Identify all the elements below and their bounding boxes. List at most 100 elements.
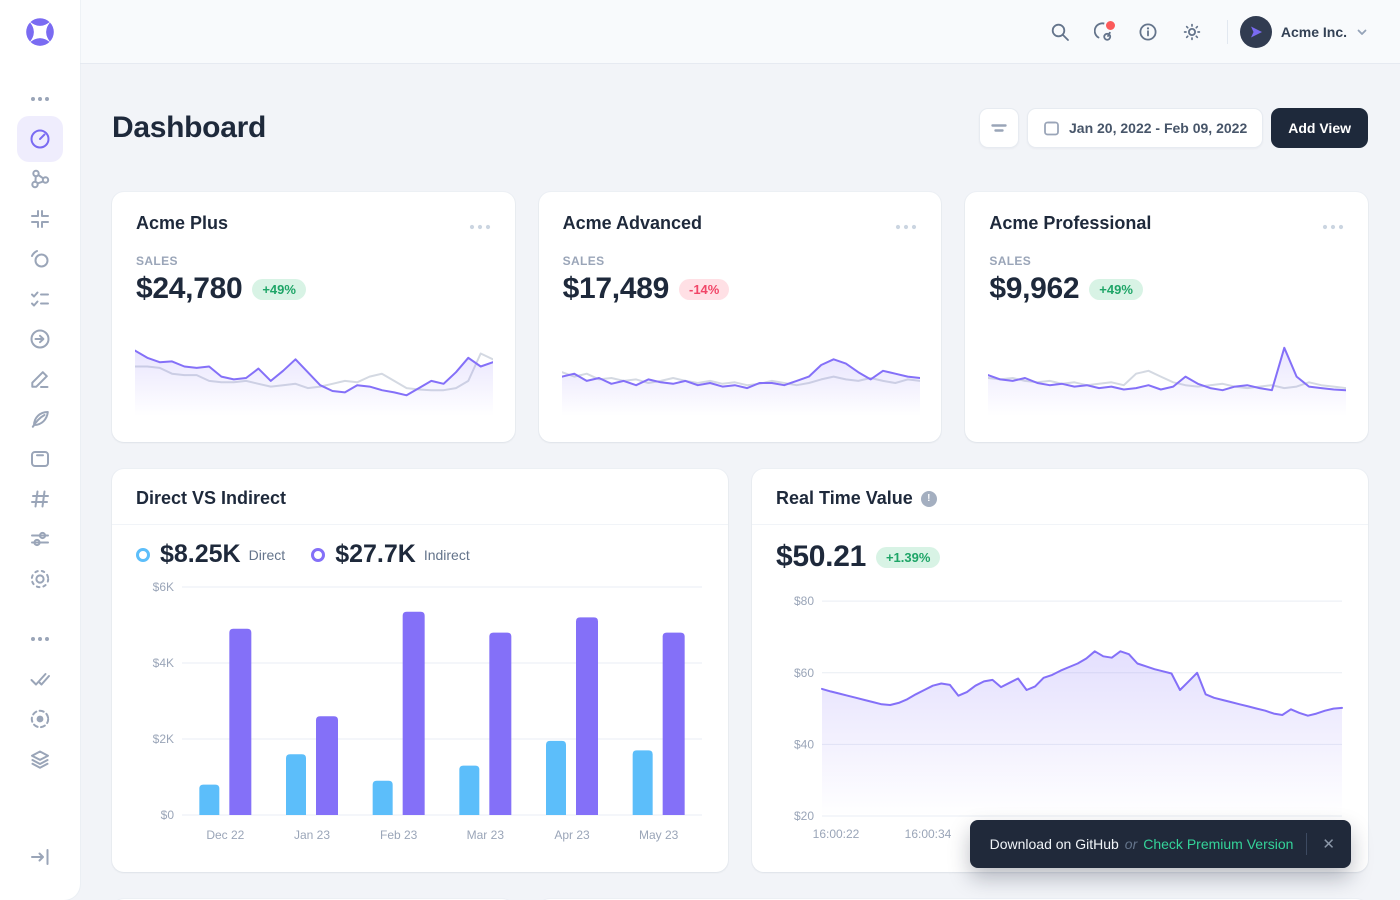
sidebar-expand[interactable]	[28, 845, 52, 874]
dashboard-gauge-icon	[30, 129, 50, 149]
app-logo[interactable]	[23, 15, 57, 49]
light-mode-button[interactable]	[1175, 15, 1209, 49]
checklist-icon	[31, 291, 49, 307]
svg-text:Dec 22: Dec 22	[206, 828, 244, 842]
realtime-delta-badge: +1.39%	[875, 546, 941, 568]
sidebar-item-more-top[interactable]	[16, 79, 64, 119]
corner-brackets-icon	[31, 210, 49, 228]
card-title: Direct VS Indirect	[136, 488, 287, 509]
stat-card-acme-advanced: Acme Advanced SALES $17,489 -14%	[538, 192, 942, 443]
arrow-in-circle-icon	[30, 329, 50, 349]
svg-text:$6K: $6K	[153, 580, 174, 594]
chat-button[interactable]	[1087, 15, 1121, 49]
svg-text:Apr 23: Apr 23	[554, 828, 590, 842]
svg-text:16:00:22: 16:00:22	[813, 827, 860, 841]
card-menu-button[interactable]	[1322, 213, 1344, 239]
card-menu-button[interactable]	[895, 213, 917, 239]
promo-toast: Download on GitHub or Check Premium Vers…	[969, 820, 1351, 868]
filter-icon	[991, 124, 1007, 132]
metric-label: SALES	[989, 254, 1032, 269]
sidebar-item-edit[interactable]	[16, 359, 64, 399]
toast-or: or	[1124, 836, 1138, 852]
header-divider	[1226, 19, 1228, 44]
indirect-label: Indirect	[423, 546, 470, 563]
sales-value: $17,489	[562, 272, 670, 306]
stat-card-acme-professional: Acme Professional SALES $9,962 +49%	[965, 192, 1368, 443]
sidebar-item-card[interactable]	[16, 439, 64, 479]
card-icon	[31, 451, 49, 467]
toast-divider	[1306, 833, 1308, 855]
svg-text:Mar 23: Mar 23	[467, 828, 505, 842]
info-button[interactable]	[1131, 15, 1165, 49]
info-icon	[1139, 23, 1157, 40]
sidebar-item-focus[interactable]	[16, 559, 64, 599]
sidebar-item-settings[interactable]	[16, 519, 64, 559]
sidebar-item-dashboard[interactable]	[16, 116, 64, 162]
logo-icon	[26, 18, 54, 46]
sidebar-item-connections[interactable]	[16, 159, 64, 199]
hashtag-icon	[31, 490, 49, 508]
sidebar-item-frames[interactable]	[16, 199, 64, 239]
date-range-picker[interactable]: Jan 20, 2022 - Feb 09, 2022	[1027, 108, 1264, 149]
sidebar-item-tasks[interactable]	[16, 279, 64, 319]
ellipsis-icon	[31, 637, 49, 641]
expand-sidebar-icon	[31, 849, 49, 865]
calendar-icon	[1044, 121, 1059, 135]
main-content: Dashboard Jan 20, 2022 - Feb 09, 2022 Ad…	[80, 64, 1400, 900]
svg-text:$4K: $4K	[153, 656, 174, 670]
sales-value: $9,962	[989, 272, 1080, 306]
ellipsis-icon	[31, 97, 49, 101]
search-button[interactable]	[1043, 15, 1077, 49]
chart-legend: $8.25K Direct $27.7K Indirect	[136, 540, 704, 569]
chevron-down-icon	[1357, 29, 1367, 35]
svg-text:May 23: May 23	[639, 828, 679, 842]
user-menu[interactable]: Acme Inc.	[1239, 15, 1368, 48]
sidebar-item-hashtag[interactable]	[16, 479, 64, 519]
avatar-play-icon	[1250, 26, 1262, 37]
orbit-circle-icon	[31, 250, 49, 268]
sidebar-item-orders[interactable]	[16, 239, 64, 279]
toolbar: Jan 20, 2022 - Feb 09, 2022 Add View	[979, 108, 1368, 149]
card-title: Real Time Value	[776, 488, 913, 509]
toast-text: Download on GitHub	[989, 836, 1119, 852]
sales-value: $24,780	[136, 272, 243, 306]
tooltip-info-icon[interactable]: !	[920, 490, 937, 507]
card-title: Acme Plus	[136, 213, 229, 234]
page-title: Dashboard	[112, 111, 266, 145]
stat-cards-row: Acme Plus SALES $24,780 +49% Acme Advanc…	[112, 192, 1368, 443]
direct-label: Direct	[248, 546, 286, 563]
focus-ring-icon	[30, 569, 50, 589]
sidebar-item-layers[interactable]	[16, 739, 64, 779]
avatar	[1239, 15, 1272, 48]
toast-close-button[interactable]: ✕	[1322, 835, 1335, 853]
premium-link[interactable]: Check Premium Version	[1143, 836, 1294, 852]
sidebar-item-target[interactable]	[16, 699, 64, 739]
svg-text:$20: $20	[794, 809, 814, 823]
metric-label: SALES	[136, 254, 178, 269]
card-title: Acme Professional	[989, 213, 1152, 234]
svg-text:16:00:34: 16:00:34	[905, 827, 952, 841]
svg-text:$60: $60	[794, 666, 814, 680]
charts-row: Direct VS Indirect $8.25K Direct $27.7K …	[112, 469, 1368, 873]
sidebar-item-more-bottom[interactable]	[16, 619, 64, 659]
realtime-value: $50.21	[776, 540, 866, 574]
share-nodes-icon	[31, 169, 50, 189]
sparkline-chart	[561, 358, 920, 417]
double-check-icon	[30, 673, 50, 686]
sidebar-item-feather[interactable]	[16, 399, 64, 439]
date-range-label: Jan 20, 2022 - Feb 09, 2022	[1069, 120, 1248, 137]
bar-chart: $0 $2K $4K $6K Dec 22 Jan 23 Feb 23 Mar 23 Apr 2…	[153, 580, 702, 842]
svg-text:$2K: $2K	[153, 732, 174, 746]
sidebar-item-approvals[interactable]	[16, 659, 64, 699]
delta-badge: +49%	[1089, 278, 1143, 300]
add-view-button[interactable]: Add View	[1271, 108, 1368, 149]
real-time-value-card: Real Time Value ! $50.21 +1.39% $20 $40 $6…	[752, 469, 1368, 873]
card-menu-button[interactable]	[469, 213, 491, 239]
sidebar-item-signin[interactable]	[16, 319, 64, 359]
indirect-dot-icon	[311, 547, 326, 562]
delta-badge: -14%	[679, 278, 730, 300]
line-chart: $20$40$60$8016:00:2216:00:3416:00:4616:0…	[794, 594, 1343, 841]
sparkline-chart	[988, 346, 1347, 417]
filter-button[interactable]	[979, 108, 1019, 149]
